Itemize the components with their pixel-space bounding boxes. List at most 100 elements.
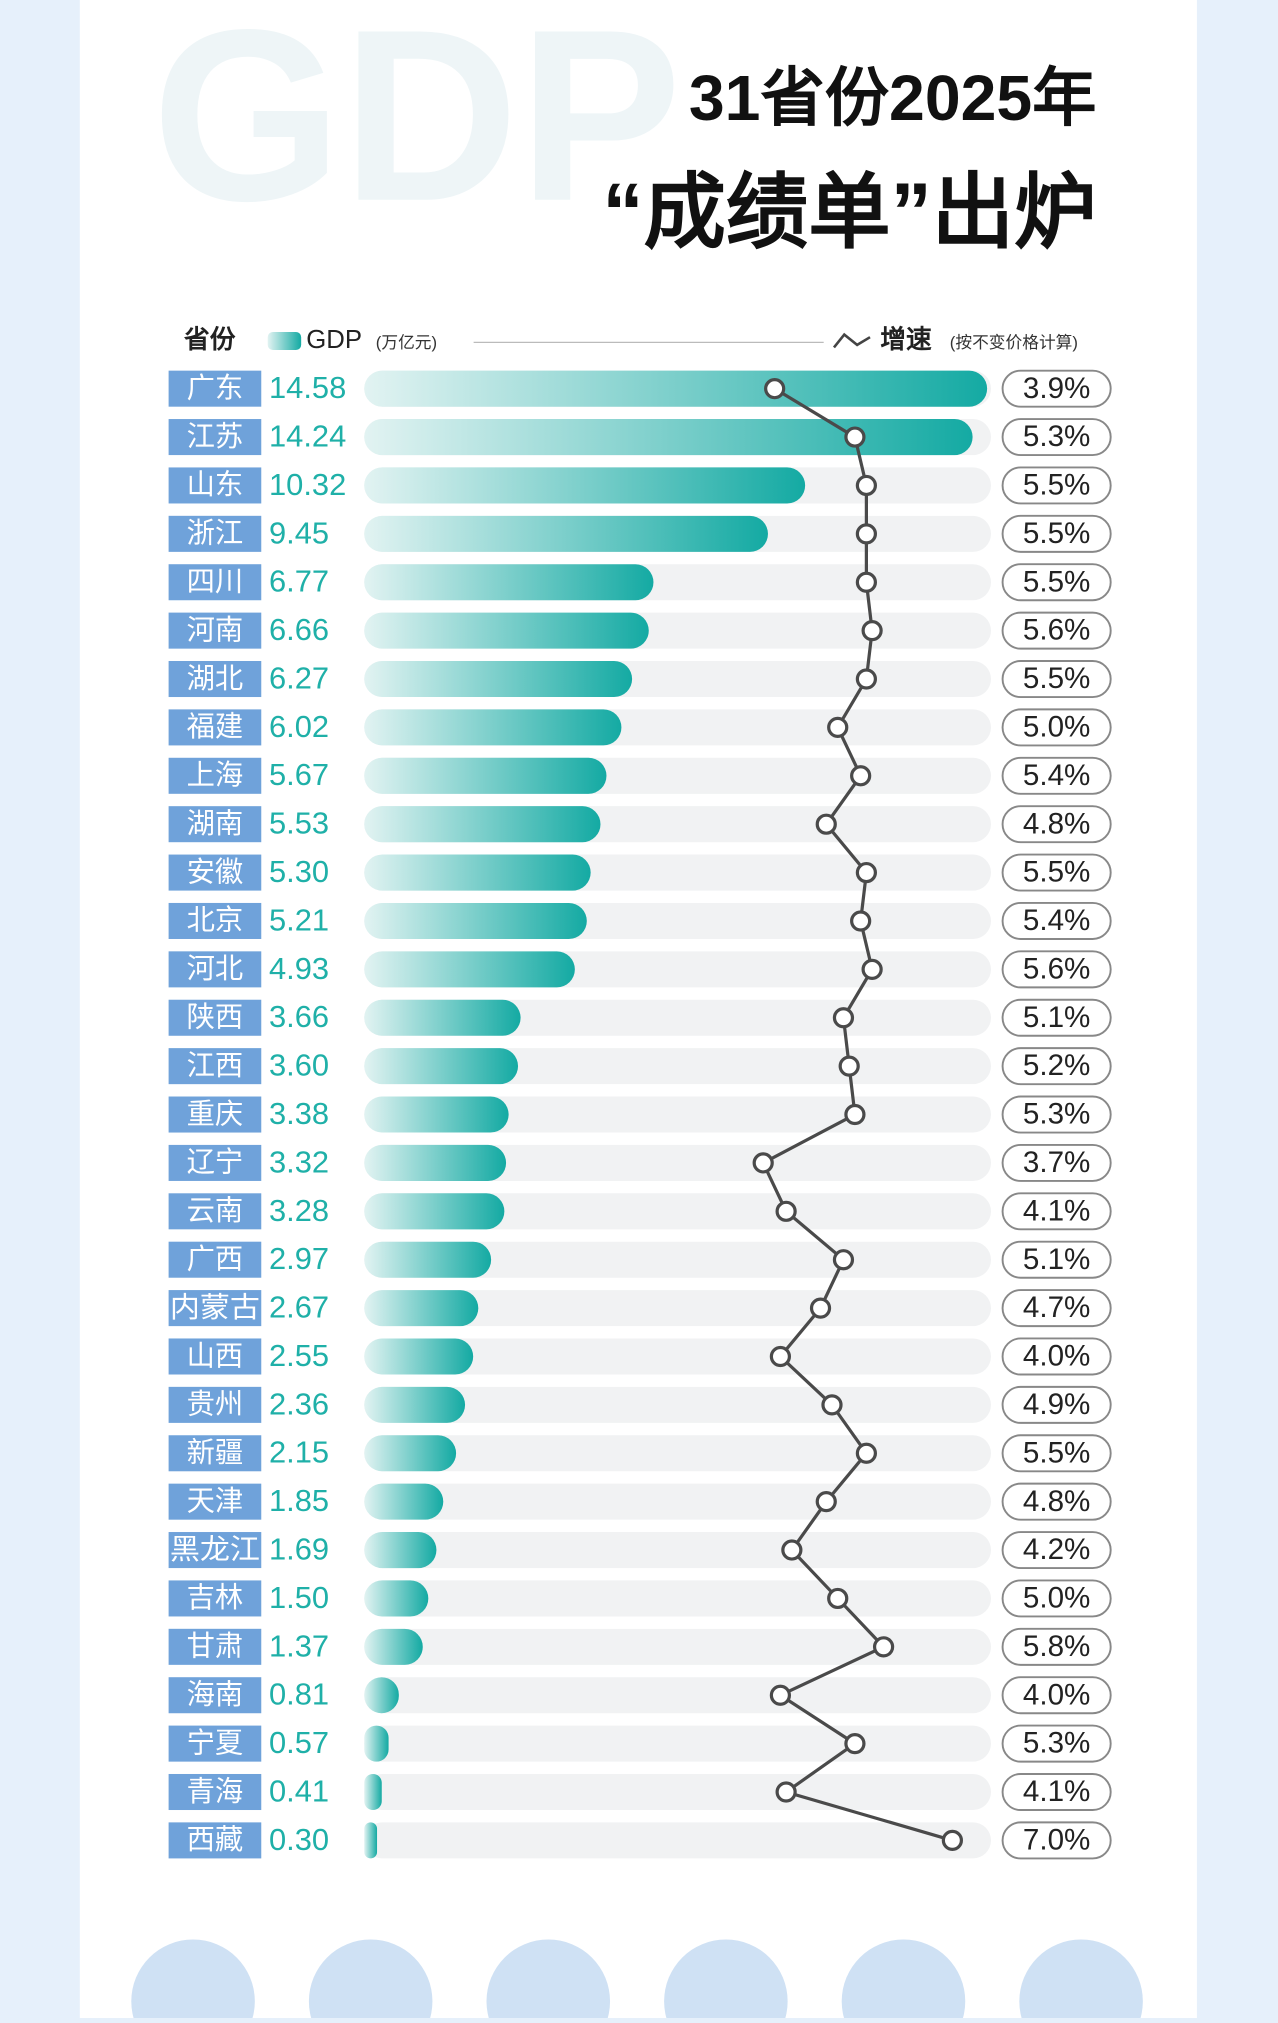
legend-swatch bbox=[267, 332, 302, 351]
category-label: 山西 bbox=[187, 1339, 244, 1371]
growth-label: 4.1% bbox=[1023, 1194, 1090, 1227]
value-label: 0.81 bbox=[269, 1677, 329, 1712]
category-box bbox=[168, 1193, 262, 1230]
category-label: 江西 bbox=[187, 1049, 244, 1081]
growth-label: 5.5% bbox=[1023, 856, 1090, 889]
category-label: 上海 bbox=[187, 759, 244, 791]
category-box bbox=[168, 1822, 262, 1859]
value-label: 10.32 bbox=[269, 467, 346, 502]
chart-subtitle: “成绩单”出炉 bbox=[602, 167, 1096, 259]
category-box bbox=[168, 1241, 262, 1278]
growth-point bbox=[775, 1781, 797, 1803]
category-label: 福建 bbox=[187, 710, 244, 742]
row-track bbox=[364, 1144, 991, 1181]
category-box bbox=[168, 1628, 262, 1665]
category-label: 西藏 bbox=[187, 1823, 244, 1855]
category-label: 四川 bbox=[187, 565, 244, 597]
category-box bbox=[168, 1096, 262, 1133]
category-box bbox=[168, 370, 262, 407]
bar bbox=[364, 660, 633, 698]
growth-pill bbox=[1001, 756, 1112, 795]
bar bbox=[364, 999, 521, 1036]
category-box bbox=[168, 1048, 262, 1085]
row-track bbox=[364, 1822, 991, 1859]
category-label: 天津 bbox=[187, 1484, 244, 1516]
bar bbox=[364, 1822, 378, 1859]
growth-label: 5.5% bbox=[1023, 662, 1090, 695]
category-box bbox=[168, 1290, 262, 1327]
category-box bbox=[168, 515, 262, 552]
growth-pill bbox=[1001, 1724, 1112, 1763]
growth-pill bbox=[1001, 418, 1112, 457]
bar bbox=[364, 1048, 519, 1085]
category-box bbox=[168, 1773, 262, 1811]
category-box bbox=[168, 419, 262, 456]
category-label: 安徽 bbox=[187, 855, 244, 887]
category-label: 甘肃 bbox=[187, 1630, 244, 1662]
growth-pill bbox=[1001, 805, 1112, 844]
bar bbox=[364, 1338, 474, 1375]
value-label: 3.38 bbox=[269, 1096, 329, 1131]
category-box bbox=[168, 854, 262, 891]
value-label: 6.66 bbox=[269, 612, 329, 647]
growth-pill bbox=[1001, 1531, 1112, 1570]
category-box bbox=[168, 1677, 262, 1714]
growth-label: 5.1% bbox=[1023, 1243, 1090, 1276]
bar bbox=[364, 370, 988, 407]
category-label: 宁夏 bbox=[187, 1726, 244, 1758]
row-track bbox=[364, 1628, 991, 1665]
growth-point bbox=[861, 958, 883, 980]
growth-pill bbox=[1001, 998, 1112, 1037]
growth-point bbox=[832, 1007, 855, 1029]
growth-point bbox=[827, 1587, 849, 1610]
category-label: 重庆 bbox=[187, 1097, 244, 1129]
row-track bbox=[364, 1435, 991, 1472]
growth-pill bbox=[1001, 660, 1112, 698]
value-label: 6.02 bbox=[269, 709, 329, 744]
growth-pill bbox=[1001, 514, 1112, 553]
legend-unit: (万亿元) bbox=[376, 333, 437, 352]
category-label: 江苏 bbox=[187, 420, 244, 452]
category-box bbox=[168, 564, 262, 601]
category-box bbox=[168, 1483, 262, 1520]
category-box bbox=[168, 1338, 262, 1375]
growth-point bbox=[855, 474, 878, 497]
row-track bbox=[364, 999, 991, 1036]
growth-point bbox=[809, 1297, 832, 1319]
value-label: 4.93 bbox=[269, 951, 329, 986]
growth-pill bbox=[1001, 1579, 1112, 1618]
growth-label: 4.9% bbox=[1023, 1388, 1090, 1421]
row-track bbox=[364, 1048, 991, 1085]
value-label: 0.57 bbox=[269, 1725, 329, 1760]
bar bbox=[364, 1386, 466, 1423]
bar bbox=[364, 564, 654, 601]
value-label: 1.37 bbox=[269, 1628, 329, 1663]
growth-point bbox=[844, 1732, 866, 1755]
category-label: 贵州 bbox=[187, 1388, 244, 1420]
category-box bbox=[168, 1725, 262, 1762]
growth-label: 5.4% bbox=[1023, 904, 1090, 937]
value-label: 5.53 bbox=[269, 806, 329, 841]
growth-label: 5.2% bbox=[1023, 1049, 1090, 1082]
bar bbox=[364, 467, 806, 504]
value-label: 0.41 bbox=[269, 1773, 329, 1808]
value-label: 14.58 bbox=[269, 370, 346, 405]
bar bbox=[364, 1532, 437, 1569]
growth-pill bbox=[1001, 1482, 1112, 1521]
row-track bbox=[364, 1677, 991, 1714]
growth-point bbox=[821, 1394, 843, 1416]
value-label: 2.97 bbox=[269, 1241, 329, 1276]
bar bbox=[364, 515, 768, 552]
value-label: 1.50 bbox=[269, 1580, 329, 1615]
category-box bbox=[168, 999, 262, 1036]
value-label: 5.21 bbox=[269, 902, 329, 937]
value-label: 3.60 bbox=[269, 1048, 329, 1083]
growth-pill bbox=[1001, 1627, 1112, 1666]
growth-label: 5.5% bbox=[1023, 1436, 1090, 1469]
growth-label: 4.8% bbox=[1023, 1485, 1090, 1518]
category-box bbox=[168, 612, 262, 649]
bar bbox=[364, 1580, 429, 1617]
bar bbox=[364, 1773, 382, 1811]
category-label: 云南 bbox=[187, 1194, 244, 1226]
